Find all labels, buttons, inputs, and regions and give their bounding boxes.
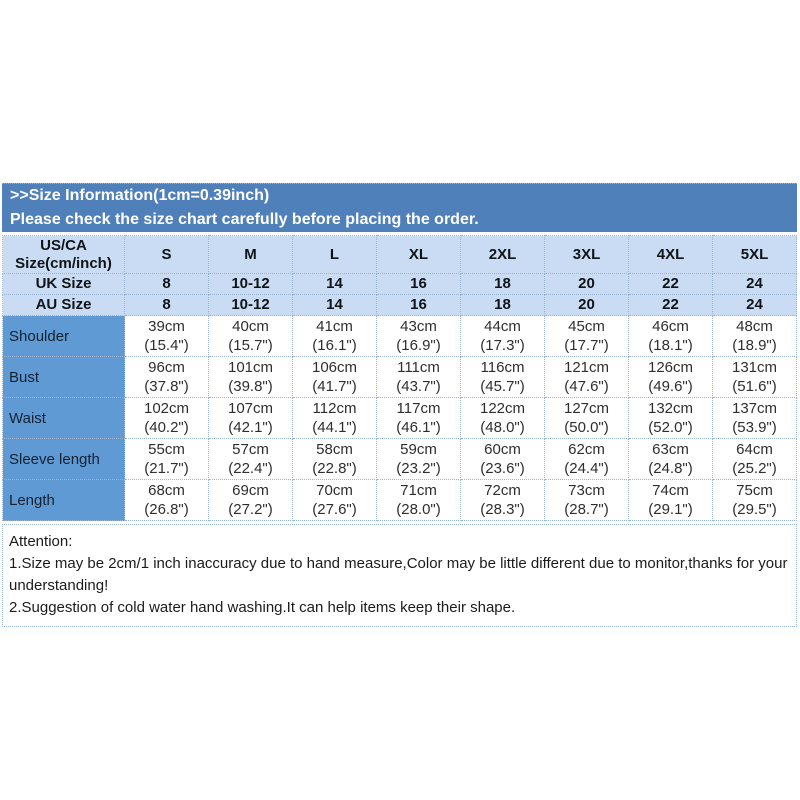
conversion-row: AU Size 8 10-12 14 16 18 20 22 24 bbox=[2, 294, 797, 316]
conversion-value-cell: 20 bbox=[544, 273, 629, 295]
measurement-cell: 116cm (45.7") bbox=[460, 356, 545, 398]
size-table: US/CA Size(cm/inch) S M L XL 2XL 3XL 4XL 5XL UK Si… bbox=[2, 235, 797, 521]
conversion-value-cell: 10-12 bbox=[208, 294, 293, 316]
measurement-cell: 64cm (25.2") bbox=[712, 438, 797, 480]
attention-line-1: 1.Size may be 2cm/1 inch inaccuracy due … bbox=[9, 555, 788, 594]
measurement-cell: 55cm (21.7") bbox=[124, 438, 209, 480]
measurement-row: Shoulder 39cm (15.4") 40cm (15.7") 41cm (16.1"… bbox=[2, 315, 797, 357]
measurement-cell: 126cm (49.6") bbox=[628, 356, 713, 398]
size-column-header: M bbox=[208, 235, 293, 274]
measurement-cell: 72cm (28.3") bbox=[460, 479, 545, 521]
measurement-cell: 112cm (44.1") bbox=[292, 397, 377, 439]
header-row: US/CA Size(cm/inch) S M L XL 2XL 3XL 4XL 5XL bbox=[2, 235, 797, 274]
measurement-cell: 71cm (28.0") bbox=[376, 479, 461, 521]
measurement-row: Length 68cm (26.8") 69cm (27.2") 70cm (27.6") 7… bbox=[2, 479, 797, 521]
measurement-row-label: Waist bbox=[2, 397, 125, 439]
size-column-header: L bbox=[292, 235, 377, 274]
conversion-value-cell: 8 bbox=[124, 273, 209, 295]
measurement-cell: 59cm (23.2") bbox=[376, 438, 461, 480]
size-chart: >>Size Information(1cm=0.39inch) Please … bbox=[2, 183, 797, 627]
measurement-cell: 58cm (22.8") bbox=[292, 438, 377, 480]
measurement-cell: 132cm (52.0") bbox=[628, 397, 713, 439]
size-column-header: 4XL bbox=[628, 235, 713, 274]
conversion-value-cell: 22 bbox=[628, 294, 713, 316]
conversion-value-cell: 18 bbox=[460, 273, 545, 295]
measurement-cell: 102cm (40.2") bbox=[124, 397, 209, 439]
measurement-cell: 75cm (29.5") bbox=[712, 479, 797, 521]
banner-title: >>Size Information(1cm=0.39inch) bbox=[10, 187, 270, 204]
measurement-cell: 57cm (22.4") bbox=[208, 438, 293, 480]
conversion-value-cell: 14 bbox=[292, 273, 377, 295]
measurement-cell: 46cm (18.1") bbox=[628, 315, 713, 357]
measurement-row-label: Shoulder bbox=[2, 315, 125, 357]
measurement-cell: 117cm (46.1") bbox=[376, 397, 461, 439]
measurement-cell: 131cm (51.6") bbox=[712, 356, 797, 398]
measurement-cell: 40cm (15.7") bbox=[208, 315, 293, 357]
conversion-row-label: UK Size bbox=[2, 273, 125, 295]
measurement-cell: 60cm (23.6") bbox=[460, 438, 545, 480]
conversion-value-cell: 8 bbox=[124, 294, 209, 316]
measurement-row-label: Length bbox=[2, 479, 125, 521]
conversion-row-label: AU Size bbox=[2, 294, 125, 316]
measurement-cell: 48cm (18.9") bbox=[712, 315, 797, 357]
corner-header: US/CA Size(cm/inch) bbox=[2, 235, 125, 274]
measurement-cell: 107cm (42.1") bbox=[208, 397, 293, 439]
measurement-cell: 41cm (16.1") bbox=[292, 315, 377, 357]
conversion-value-cell: 10-12 bbox=[208, 273, 293, 295]
measurement-cell: 121cm (47.6") bbox=[544, 356, 629, 398]
size-column-header: XL bbox=[376, 235, 461, 274]
attention-line-2: 2.Suggestion of cold water hand washing.… bbox=[9, 599, 516, 616]
measurement-row: Bust 96cm (37.8") 101cm (39.8") 106cm (41.7") 1… bbox=[2, 356, 797, 398]
measurement-row-label: Bust bbox=[2, 356, 125, 398]
measurement-cell: 127cm (50.0") bbox=[544, 397, 629, 439]
size-column-header: 5XL bbox=[712, 235, 797, 274]
measurement-cell: 68cm (26.8") bbox=[124, 479, 209, 521]
banner-subtitle: Please check the size chart carefully be… bbox=[10, 211, 479, 228]
banner: >>Size Information(1cm=0.39inch) Please … bbox=[2, 183, 797, 232]
measurement-cell: 44cm (17.3") bbox=[460, 315, 545, 357]
measurement-cell: 63cm (24.8") bbox=[628, 438, 713, 480]
measurement-cell: 43cm (16.9") bbox=[376, 315, 461, 357]
attention-title: Attention: bbox=[9, 533, 73, 550]
measurement-cell: 45cm (17.7") bbox=[544, 315, 629, 357]
size-column-header: 3XL bbox=[544, 235, 629, 274]
measurement-row: Waist 102cm (40.2") 107cm (42.1") 112cm (44.1"… bbox=[2, 397, 797, 439]
measurement-cell: 74cm (29.1") bbox=[628, 479, 713, 521]
conversion-value-cell: 14 bbox=[292, 294, 377, 316]
conversion-value-cell: 18 bbox=[460, 294, 545, 316]
conversion-value-cell: 24 bbox=[712, 294, 797, 316]
measurement-row-label: Sleeve length bbox=[2, 438, 125, 480]
size-table-body: US/CA Size(cm/inch) S M L XL 2XL 3XL 4XL 5XL UK Si… bbox=[2, 235, 797, 521]
measurement-cell: 96cm (37.8") bbox=[124, 356, 209, 398]
measurement-cell: 111cm (43.7") bbox=[376, 356, 461, 398]
conversion-value-cell: 24 bbox=[712, 273, 797, 295]
measurement-cell: 137cm (53.9") bbox=[712, 397, 797, 439]
conversion-value-cell: 22 bbox=[628, 273, 713, 295]
measurement-cell: 69cm (27.2") bbox=[208, 479, 293, 521]
measurement-cell: 39cm (15.4") bbox=[124, 315, 209, 357]
size-column-header: 2XL bbox=[460, 235, 545, 274]
measurement-cell: 70cm (27.6") bbox=[292, 479, 377, 521]
size-column-header: S bbox=[124, 235, 209, 274]
conversion-row: UK Size 8 10-12 14 16 18 20 22 24 bbox=[2, 273, 797, 295]
measurement-row: Sleeve length 55cm (21.7") 57cm (22.4") 58cm(… bbox=[2, 438, 797, 480]
conversion-value-cell: 16 bbox=[376, 294, 461, 316]
measurement-cell: 73cm (28.7") bbox=[544, 479, 629, 521]
conversion-value-cell: 16 bbox=[376, 273, 461, 295]
measurement-cell: 101cm (39.8") bbox=[208, 356, 293, 398]
attention-box: Attention: 1.Size may be 2cm/1 inch inac… bbox=[2, 524, 797, 627]
conversion-value-cell: 20 bbox=[544, 294, 629, 316]
measurement-cell: 62cm (24.4") bbox=[544, 438, 629, 480]
measurement-cell: 122cm (48.0") bbox=[460, 397, 545, 439]
measurement-cell: 106cm (41.7") bbox=[292, 356, 377, 398]
